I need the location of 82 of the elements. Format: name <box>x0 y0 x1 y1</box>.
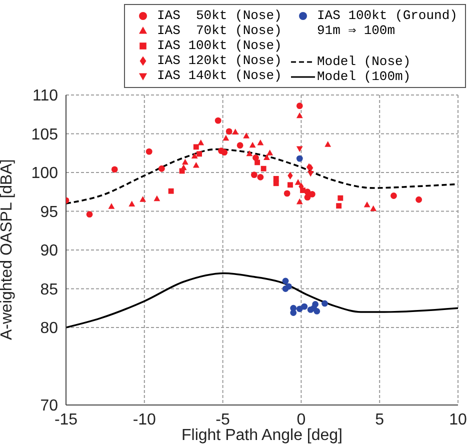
point <box>250 172 258 178</box>
point <box>232 128 239 134</box>
point <box>304 194 311 200</box>
point <box>196 151 202 157</box>
point <box>284 190 290 197</box>
y-tick-label: 90 <box>40 242 58 260</box>
point <box>146 148 152 155</box>
point <box>158 165 165 172</box>
point <box>243 132 250 138</box>
legend-label: Model (100m) <box>317 69 411 84</box>
point <box>370 205 377 212</box>
y-tick-label: 105 <box>31 126 58 144</box>
line-series <box>66 272 458 328</box>
point <box>198 140 204 146</box>
point <box>236 142 244 149</box>
point <box>179 168 185 174</box>
y-tick-label: 85 <box>40 281 58 298</box>
legend-label: IAS 100kt (Ground) <box>317 8 458 23</box>
point <box>296 198 303 204</box>
point <box>294 179 302 185</box>
x-tick-label: 5 <box>375 411 384 428</box>
point <box>257 140 264 146</box>
point <box>266 150 274 156</box>
point <box>290 310 297 316</box>
point <box>111 166 118 173</box>
point <box>168 188 174 194</box>
legend-label: IAS 70kt (Nose) <box>157 23 282 38</box>
point <box>128 200 136 207</box>
point <box>338 195 344 201</box>
point <box>249 142 256 148</box>
point <box>324 141 332 147</box>
point <box>301 303 308 310</box>
point <box>307 171 314 177</box>
x-tick-label: 0 <box>296 411 306 428</box>
x-tick-label: -5 <box>216 411 230 428</box>
point <box>390 192 397 199</box>
y-tick-label: 110 <box>32 88 58 105</box>
point <box>336 203 342 209</box>
point <box>214 117 222 124</box>
text: 91m ⇒ 100m <box>316 23 396 38</box>
legend-label: Model (Nose) <box>317 54 411 69</box>
line-series <box>66 148 458 204</box>
y-axis-title: A-weighted OASPL [dBA] <box>0 159 16 340</box>
point <box>140 196 146 202</box>
y-tick-label: 95 <box>40 204 58 221</box>
point <box>182 158 188 165</box>
point <box>296 102 303 110</box>
point <box>226 128 232 135</box>
point <box>273 180 279 186</box>
point <box>296 112 303 118</box>
legend-label: IAS 50kt (Nose) <box>157 8 282 23</box>
x-tick-label: 10 <box>449 411 467 428</box>
point <box>322 300 328 307</box>
point <box>192 162 200 168</box>
point <box>222 134 230 141</box>
point <box>264 154 270 160</box>
point <box>285 283 292 290</box>
point <box>364 202 370 208</box>
point <box>221 149 228 156</box>
legend-label: IAS 100kt (Nose) <box>157 38 282 53</box>
point <box>308 191 316 198</box>
y-tick-label: 100 <box>31 165 58 182</box>
legend-label: IAS 120kt (Nose) <box>157 53 282 68</box>
point <box>314 308 320 314</box>
point <box>296 155 303 162</box>
point <box>282 278 289 284</box>
x-axis-title: Flight Path Angle [deg] <box>182 427 342 444</box>
point <box>288 182 293 188</box>
point <box>108 203 115 209</box>
point <box>254 160 260 166</box>
y-tick-label: 80 <box>40 320 58 338</box>
point <box>86 211 93 218</box>
point <box>260 166 266 172</box>
point <box>154 195 160 202</box>
point <box>296 146 303 152</box>
x-tick-label: -10 <box>132 411 156 428</box>
point <box>193 144 199 150</box>
point <box>246 150 253 156</box>
point <box>257 174 264 180</box>
point <box>416 196 422 203</box>
point <box>191 152 198 158</box>
legend-label: IAS 140kt (Nose) <box>157 68 282 83</box>
